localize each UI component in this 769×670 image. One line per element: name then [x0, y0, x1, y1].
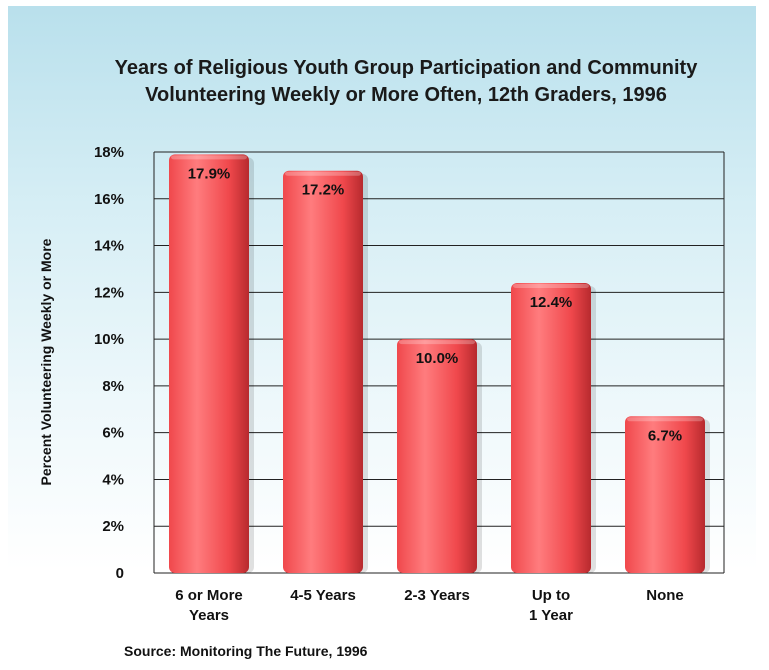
y-axis-title: Percent Volunteering Weekly or More: [38, 238, 54, 485]
data-label: 17.9%: [188, 165, 231, 182]
bar-highlight: [399, 340, 475, 345]
data-label: 17.2%: [302, 182, 345, 199]
bar-highlight: [513, 283, 589, 288]
chart-title: Years of Religious Youth Group Participa…: [115, 57, 699, 106]
y-axis-label: Percent Volunteering Weekly or More: [38, 238, 54, 485]
y-tick-label: 2%: [102, 518, 124, 535]
x-tick-label: Years: [189, 607, 229, 624]
bar-highlight: [627, 417, 703, 422]
bar: [169, 154, 249, 574]
y-tick-label: 0: [116, 565, 124, 582]
bar-chart: Years of Religious Youth Group Participa…: [38, 57, 725, 659]
chart-title-line: Volunteering Weekly or More Often, 12th …: [145, 84, 667, 106]
x-tick-label: 4-5 Years: [290, 587, 356, 604]
data-label: 10.0%: [416, 350, 459, 367]
y-tick-label: 4%: [102, 471, 124, 488]
y-axis-ticks: 0 2% 4% 6% 8% 10% 12% 14% 16% 18%: [94, 144, 124, 582]
bar: [625, 416, 705, 573]
y-tick-label: 18%: [94, 144, 124, 161]
bar: [511, 282, 591, 573]
data-label: 6.7%: [648, 427, 682, 444]
source-note: Source: Monitoring The Future, 1996: [124, 643, 368, 659]
chart-frame: Years of Religious Youth Group Participa…: [8, 6, 756, 670]
x-tick-label: 6 or More: [175, 587, 243, 604]
y-tick-label: 14%: [94, 238, 124, 255]
chart-title-line: Years of Religious Youth Group Participa…: [115, 57, 699, 79]
x-tick-label: Up to: [532, 587, 570, 604]
bar-highlight: [285, 171, 361, 176]
source-text: Source: Monitoring The Future, 1996: [124, 643, 368, 659]
bar-highlight: [171, 155, 247, 160]
y-tick-label: 12%: [94, 284, 124, 301]
y-tick-label: 6%: [102, 425, 124, 442]
x-tick-label: 1 Year: [529, 607, 573, 624]
x-axis-labels: 6 or More Years 4-5 Years 2-3 Years Up to 1 Y…: [175, 587, 684, 624]
bar: [283, 170, 363, 573]
x-tick-label: None: [646, 587, 684, 604]
bars: 17.9% 17.2% 10.0% 12.4% 6.7%: [169, 154, 710, 574]
y-tick-label: 8%: [102, 378, 124, 395]
y-tick-label: 16%: [94, 191, 124, 208]
x-tick-label: 2-3 Years: [404, 587, 470, 604]
bar: [397, 339, 477, 573]
data-label: 12.4%: [530, 294, 573, 311]
y-tick-label: 10%: [94, 331, 124, 348]
